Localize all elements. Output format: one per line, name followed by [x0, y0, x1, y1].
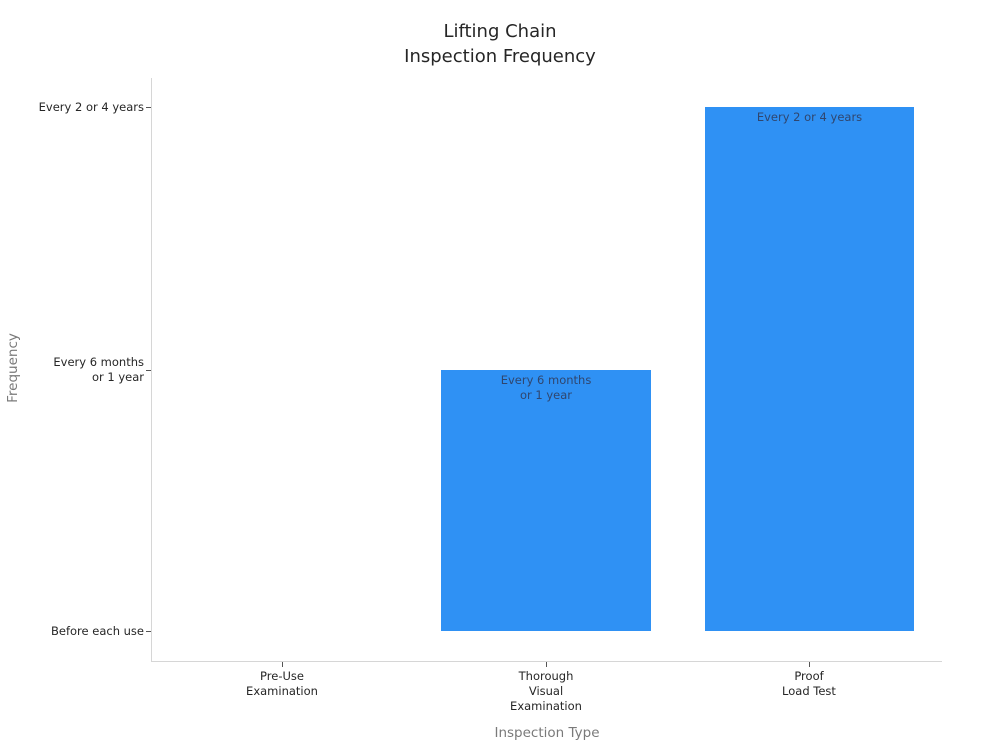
chart-title-line2: Inspection Frequency [404, 46, 596, 67]
y-tick-mark [146, 107, 151, 108]
chart-title-line1: Lifting Chain [443, 21, 557, 42]
bar-proof-load-test [705, 107, 914, 631]
x-axis-title: Inspection Type [494, 725, 600, 741]
x-tick-mark [809, 662, 810, 667]
y-tick-mark [146, 631, 151, 632]
y-axis-title: Frequency [5, 333, 21, 403]
x-tick-label: Pre-Use Examination [246, 669, 318, 698]
bar-thorough-visual-examination [441, 370, 651, 631]
y-tick-label: Every 6 months or 1 year [53, 355, 144, 384]
bar-label-thorough: Every 6 months or 1 year [500, 373, 592, 402]
x-tick-mark [282, 662, 283, 667]
x-tick-label: Thorough Visual Examination [510, 669, 582, 713]
bar-label-proof: Every 2 or 4 years [756, 110, 863, 124]
chart-title: Lifting Chain Inspection Frequency [0, 19, 1000, 69]
x-axis-spine [151, 661, 942, 662]
y-tick-label: Before each use [51, 624, 144, 638]
y-tick-label: Every 2 or 4 years [38, 100, 144, 114]
y-axis-spine [151, 78, 152, 661]
x-tick-label: Proof Load Test [782, 669, 836, 698]
x-tick-mark [546, 662, 547, 667]
y-tick-mark [146, 370, 151, 371]
